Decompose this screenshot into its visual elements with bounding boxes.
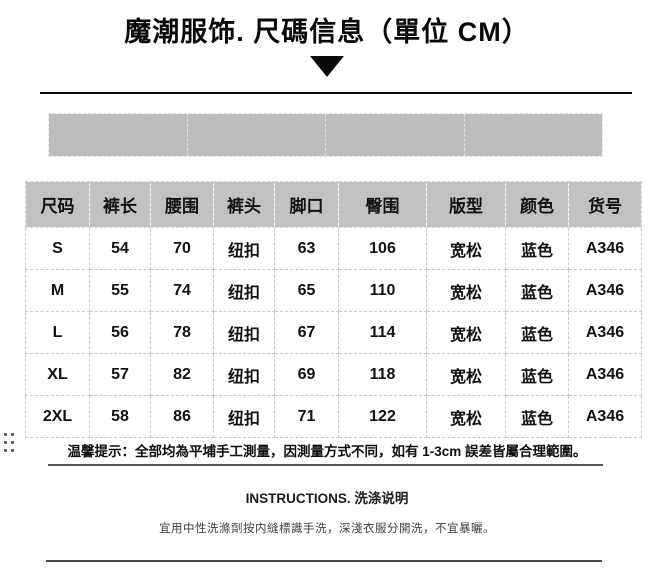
table-row: 2XL 58 86 纽扣 71 122 宽松 蓝色 A346 [25,395,642,438]
table-cell: 57 [89,353,151,396]
empty-cells-band [48,113,603,157]
table-row: M 55 74 纽扣 65 110 宽松 蓝色 A346 [25,269,642,312]
table-cell: 纽扣 [213,227,275,270]
table-cell: 58 [89,395,151,438]
table-row: L 56 78 纽扣 67 114 宽松 蓝色 A346 [25,311,642,354]
table-cell: 71 [274,395,339,438]
care-instructions-body: 宜用中性洗滌劑按内縫標識手洗，深淺衣服分開洗，不宜暴曬。 [159,523,495,535]
table-cell: 55 [89,269,151,312]
table-cell: 110 [338,269,427,312]
column-header: 裤长 [89,181,151,228]
measurement-note: 温馨提示：全部均為平埔手工測量，因測量方式不同，如有 1-3cm 誤差皆屬合理範… [67,444,587,459]
column-header: 臀围 [338,181,427,228]
column-header: 版型 [426,181,506,228]
page-title: 魔潮服饰. 尺碼信息（單位 CM） [124,17,530,47]
table-cell: 宽松 [426,353,506,396]
table-cell: XL [25,353,90,396]
table-cell: 70 [150,227,214,270]
care-instructions-heading: INSTRUCTIONS. 洗涤说明 [245,491,409,506]
table-cell: A346 [568,227,642,270]
table-cell: 86 [150,395,214,438]
table-cell: 114 [338,311,427,354]
table-cell: 78 [150,311,214,354]
table-cell: 蓝色 [505,227,569,270]
table-cell: 宽松 [426,227,506,270]
table-cell: 蓝色 [505,353,569,396]
table-cell: 122 [338,395,427,438]
table-cell: 宽松 [426,269,506,312]
table-cell: S [25,227,90,270]
column-header: 脚口 [274,181,339,228]
table-cell: 69 [274,353,339,396]
note-divider [48,464,603,466]
table-cell: M [25,269,90,312]
bottom-divider [46,560,602,562]
table-cell: 82 [150,353,214,396]
table-cell: 65 [274,269,339,312]
table-cell: 54 [89,227,151,270]
empty-cell [49,114,188,156]
table-cell: 106 [338,227,427,270]
triangle-down-icon [310,56,344,77]
column-header: 尺码 [25,181,90,228]
table-cell: L [25,311,90,354]
table-cell: 蓝色 [505,395,569,438]
size-table-header: 尺码 裤长 腰围 裤头 脚口 臀围 版型 颜色 货号 [25,181,642,228]
table-cell: 118 [338,353,427,396]
empty-cell [188,114,326,156]
table-cell: 蓝色 [505,269,569,312]
table-cell: 宽松 [426,311,506,354]
table-cell: 56 [89,311,151,354]
table-cell: A346 [568,353,642,396]
table-cell: 宽松 [426,395,506,438]
table-cell: 2XL [25,395,90,438]
table-cell: 63 [274,227,339,270]
column-header: 裤头 [213,181,275,228]
table-header-row: 尺码 裤长 腰围 裤头 脚口 臀围 版型 颜色 货号 [25,181,642,228]
size-table-body: S 54 70 纽扣 63 106 宽松 蓝色 A346 M 55 74 纽扣 65 110 宽松 蓝色 A346… [25,227,642,438]
table-row: S 54 70 纽扣 63 106 宽松 蓝色 A346 [25,227,642,270]
title-divider [40,92,632,94]
column-header: 颜色 [505,181,569,228]
drag-handle-dots-icon[interactable] [4,433,16,457]
table-cell: A346 [568,395,642,438]
empty-cell [326,114,465,156]
table-cell: 67 [274,311,339,354]
table-cell: 纽扣 [213,395,275,438]
table-cell: 蓝色 [505,311,569,354]
column-header: 腰围 [150,181,214,228]
table-cell: 74 [150,269,214,312]
table-cell: 纽扣 [213,311,275,354]
size-table: 尺码 裤长 腰围 裤头 脚口 臀围 版型 颜色 货号 S 54 70 纽扣 63 106 宽松 蓝色 A346 M… [25,181,642,438]
column-header: 货号 [568,181,642,228]
table-cell: 纽扣 [213,269,275,312]
table-cell: 纽扣 [213,353,275,396]
table-row: XL 57 82 纽扣 69 118 宽松 蓝色 A346 [25,353,642,396]
empty-cell [465,114,603,156]
table-cell: A346 [568,311,642,354]
table-cell: A346 [568,269,642,312]
